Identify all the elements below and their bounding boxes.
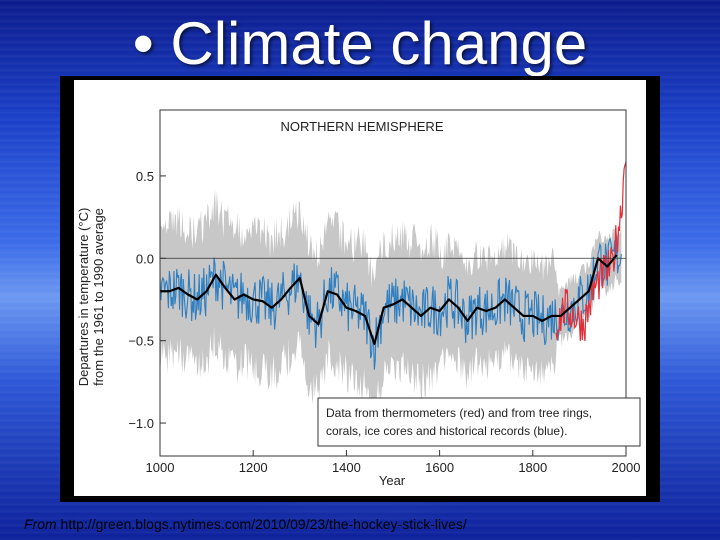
instrumental-series-layer: [555, 161, 627, 342]
y-axis-label-line2: from the 1961 to 1990 average: [91, 208, 106, 386]
instrumental-series-line: [555, 161, 627, 342]
y-tick-label: −0.5: [128, 334, 154, 349]
y-tick-label: 0.0: [136, 251, 154, 266]
plot-area-border: [159, 109, 627, 457]
proxy-series-line: [159, 236, 622, 370]
x-axis-label: Year: [379, 473, 406, 488]
y-tick-label: 0.5: [136, 169, 154, 184]
legend-line1: Data from thermometers (red) and from tr…: [326, 406, 592, 420]
legend-line2: corals, ice cores and historical records…: [326, 424, 567, 438]
smoothed-series-layer: [160, 254, 618, 346]
legend-box: [317, 397, 641, 447]
source-url[interactable]: http://green.blogs.nytimes.com/2010/09/2…: [56, 516, 467, 532]
y-axis-label-line1: Departures in temperature (°C): [76, 208, 91, 387]
smoothed-series-line: [160, 254, 618, 346]
axes: 0.5 0.0 −0.5 −1.0 1000 1200 1400 1600 1800 2000: [128, 109, 641, 475]
x-tick-label: 2000: [612, 460, 641, 475]
slide-title: • Climate change: [132, 10, 588, 77]
x-tick-label: 1200: [239, 460, 268, 475]
x-tick-label: 1000: [146, 460, 175, 475]
source-prefix: From: [24, 516, 57, 532]
source-citation: From http://green.blogs.nytimes.com/2010…: [24, 516, 467, 532]
hockey-stick-chart: 0.5 0.0 −0.5 −1.0 1000 1200 1400 1600 1800 2000 N…: [74, 80, 646, 496]
x-tick-label: 1400: [332, 460, 361, 475]
y-tick-label: −1.0: [128, 416, 154, 431]
legend: Data from thermometers (red) and from tr…: [317, 397, 641, 447]
chart-title: NORTHERN HEMISPHERE: [280, 119, 443, 134]
y-axis-label: Departures in temperature (°C) from the …: [76, 208, 106, 387]
x-tick-label: 1600: [425, 460, 454, 475]
proxy-series-layer: [159, 236, 622, 370]
x-tick-label: 1800: [518, 460, 547, 475]
